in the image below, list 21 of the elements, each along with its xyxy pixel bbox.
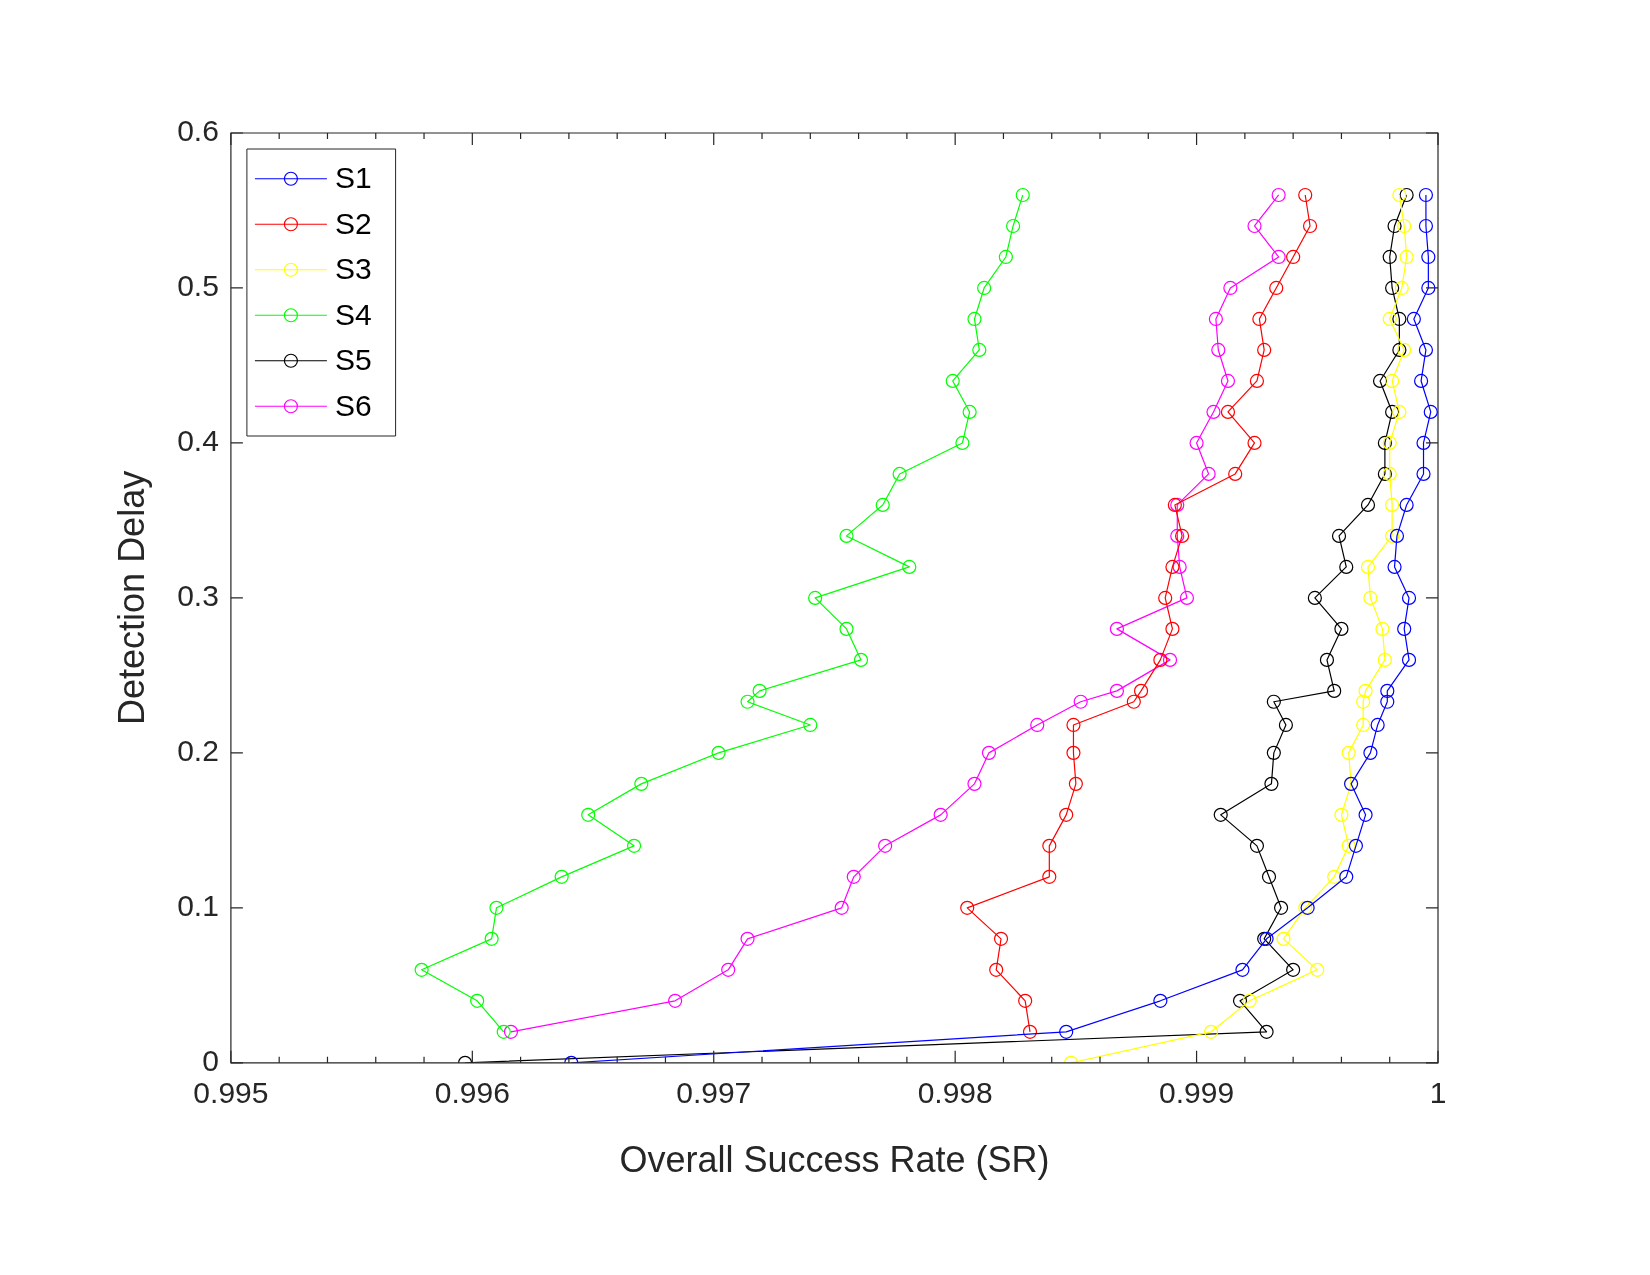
legend-label: S6: [334, 388, 372, 422]
legend-label: S2: [334, 206, 372, 240]
y-axis-title: Detection Delay: [110, 470, 152, 725]
legend-label: S1: [334, 161, 372, 195]
x-tick-label: 0.997: [676, 1076, 752, 1110]
x-axis-title: Overall Success Rate (SR): [619, 1139, 1050, 1181]
y-tick-label: 0.6: [177, 114, 219, 148]
x-tick-label: 0.998: [917, 1076, 993, 1110]
x-tick-label: 0.999: [1159, 1076, 1235, 1110]
y-tick-label: 0.3: [177, 579, 219, 613]
x-tick-label: 0.995: [193, 1076, 269, 1110]
y-tick-label: 0.2: [177, 734, 219, 768]
legend-label: S3: [334, 252, 372, 286]
x-tick-label: 1: [1429, 1076, 1447, 1110]
y-tick-label: 0.5: [177, 269, 219, 303]
y-tick-label: 0: [202, 1044, 219, 1078]
legend-label: S5: [334, 343, 372, 377]
y-tick-label: 0.4: [177, 424, 219, 458]
x-tick-label: 0.996: [434, 1076, 510, 1110]
legend-label: S4: [334, 297, 372, 331]
y-tick-label: 0.1: [177, 889, 219, 923]
